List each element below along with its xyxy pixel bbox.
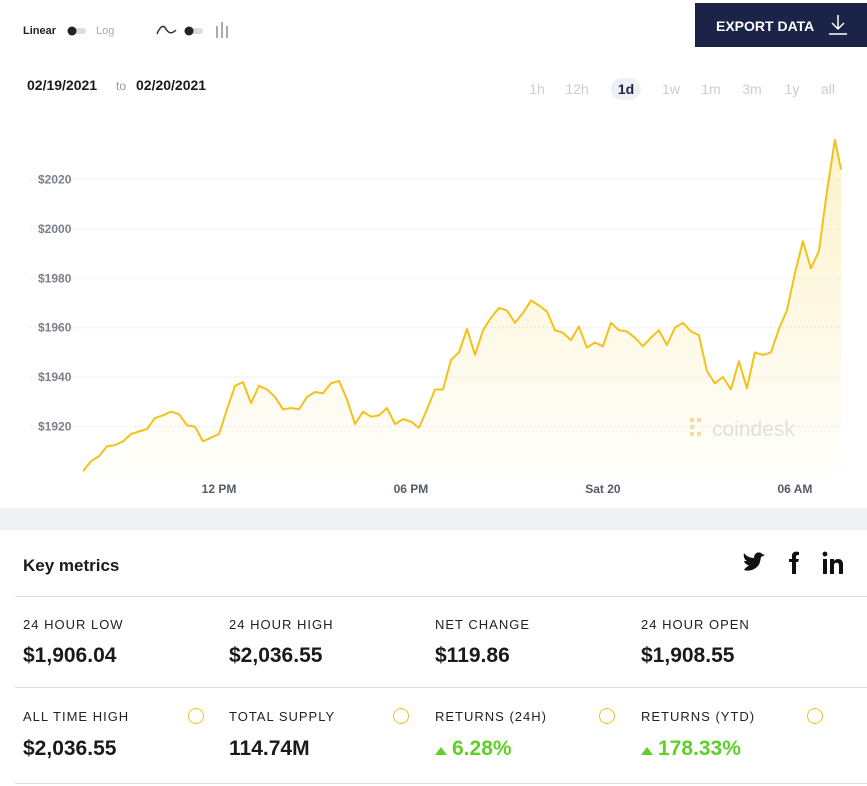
- metric-value: $2,036.55: [229, 644, 323, 667]
- metric-value: $1,908.55: [641, 644, 735, 667]
- date-to[interactable]: 02/20/2021: [136, 77, 207, 93]
- x-tick-label: 06 PM: [394, 482, 429, 496]
- linkedin-icon[interactable]: [822, 551, 843, 574]
- metric-label: TOTAL SUPPLY: [229, 709, 336, 724]
- separator: [15, 687, 867, 688]
- twitter-icon[interactable]: [743, 552, 765, 571]
- area: [83, 139, 841, 476]
- chart: coindesk $1920$1940$1960$1980$2000$20201…: [30, 138, 842, 496]
- y-tick-label: $2020: [38, 172, 72, 186]
- info-icon[interactable]: [807, 708, 823, 724]
- metric-label: 24 HOUR HIGH: [229, 617, 334, 632]
- separator: [15, 783, 867, 784]
- metric-label: 24 HOUR LOW: [23, 617, 124, 632]
- price-line: [82, 138, 842, 472]
- metric-label: RETURNS (24H): [435, 709, 547, 724]
- metrics-title: Key metrics: [23, 556, 120, 575]
- date-joiner: to: [116, 79, 127, 93]
- range-button[interactable]: 1h: [529, 81, 545, 97]
- info-icon[interactable]: [393, 708, 409, 724]
- range-button[interactable]: 3m: [742, 81, 762, 97]
- info-icon[interactable]: [599, 708, 615, 724]
- export-label: EXPORT DATA: [716, 18, 815, 34]
- metric-value: 178.33%: [658, 737, 741, 760]
- trend-up-icon: [435, 747, 447, 755]
- y-tick-label: $1940: [38, 370, 72, 384]
- y-tick-label: $1960: [38, 321, 72, 335]
- date-from[interactable]: 02/19/2021: [27, 77, 98, 93]
- metrics-panel: Key metrics 24 HOUR LOW $1,906.04 24 HOUR …: [0, 530, 867, 786]
- scale-toggle[interactable]: [66, 25, 88, 37]
- x-tick-label: 12 PM: [202, 482, 237, 496]
- scale-linear[interactable]: Linear: [23, 25, 57, 37]
- separator: [15, 596, 867, 597]
- y-tick-label: $1920: [38, 420, 72, 434]
- scale-log[interactable]: Log: [96, 25, 115, 37]
- metric-value: $2,036.55: [23, 737, 117, 760]
- info-icon[interactable]: [188, 708, 204, 724]
- range-button[interactable]: 1y: [784, 81, 800, 97]
- metric-value: $1,906.04: [23, 644, 117, 667]
- range-button[interactable]: 1m: [701, 81, 721, 97]
- metric-label: RETURNS (YTD): [641, 709, 756, 724]
- x-tick-label: 06 AM: [777, 482, 812, 496]
- export-button[interactable]: EXPORT DATA: [695, 3, 867, 47]
- download-icon: [829, 15, 847, 35]
- range-button[interactable]: 12h: [565, 81, 589, 97]
- metric-value: 6.28%: [452, 737, 512, 760]
- metric-label: 24 HOUR OPEN: [641, 617, 750, 632]
- chart-type-toggle[interactable]: [155, 20, 235, 42]
- metric-value: $119.86: [435, 644, 510, 667]
- metric-label: NET CHANGE: [435, 617, 530, 632]
- y-tick-label: $1980: [38, 271, 72, 285]
- range-button[interactable]: 1d: [610, 78, 642, 100]
- range-button[interactable]: 1w: [662, 81, 680, 97]
- metric-label: ALL TIME HIGH: [23, 709, 130, 724]
- social-icons: [743, 551, 843, 574]
- y-tick-label: $2000: [38, 222, 72, 236]
- facebook-icon[interactable]: [789, 551, 799, 574]
- metric-value: 114.74M: [229, 737, 310, 760]
- x-tick-label: Sat 20: [585, 482, 621, 496]
- trend-up-icon: [641, 747, 653, 755]
- range-button[interactable]: all: [820, 81, 836, 97]
- chart-panel: Linear Log EXPORT DATA 02/19/2021 to 02/…: [0, 0, 867, 508]
